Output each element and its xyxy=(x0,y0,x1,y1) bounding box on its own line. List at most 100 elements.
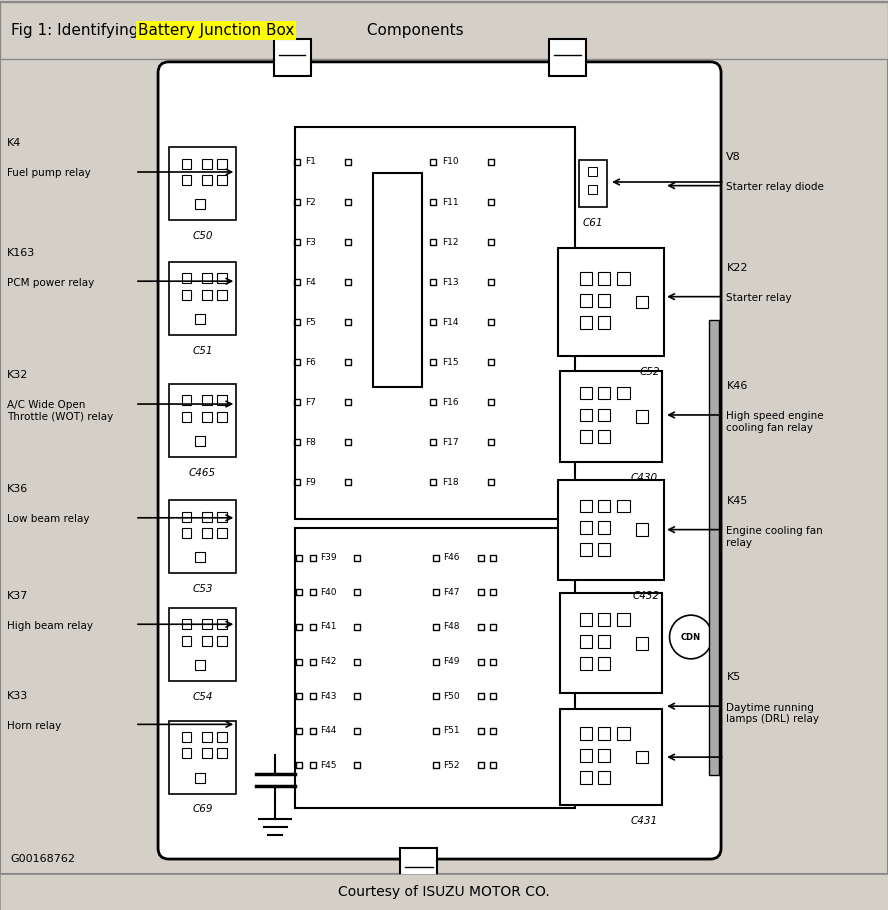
Bar xyxy=(617,613,630,626)
Bar xyxy=(580,613,592,626)
Bar xyxy=(598,727,610,740)
Text: Fuel pump relay: Fuel pump relay xyxy=(7,168,91,178)
Text: Battery Junction Box: Battery Junction Box xyxy=(138,23,294,38)
Text: F46: F46 xyxy=(444,553,460,562)
Bar xyxy=(580,500,592,512)
Text: F17: F17 xyxy=(441,438,458,447)
Bar xyxy=(181,732,192,743)
Text: F44: F44 xyxy=(320,726,336,735)
Text: C61: C61 xyxy=(583,218,604,228)
Text: C69: C69 xyxy=(192,804,213,814)
Bar xyxy=(194,314,204,324)
Bar xyxy=(181,511,192,522)
Text: C54: C54 xyxy=(192,692,213,702)
Bar xyxy=(181,175,192,185)
Text: Starter relay: Starter relay xyxy=(726,293,792,303)
Text: K45: K45 xyxy=(726,496,748,506)
Bar xyxy=(580,635,592,648)
Bar xyxy=(0,2,888,59)
Bar xyxy=(598,635,610,648)
Text: Fig 1: Identifying: Fig 1: Identifying xyxy=(11,23,143,38)
Text: K5: K5 xyxy=(726,672,741,682)
Bar xyxy=(636,637,648,650)
Bar xyxy=(588,167,597,176)
Bar xyxy=(598,387,610,399)
Bar xyxy=(217,511,226,522)
Bar xyxy=(295,127,575,519)
Bar xyxy=(598,294,610,307)
Text: K37: K37 xyxy=(7,591,28,601)
Text: F6: F6 xyxy=(305,358,316,367)
Bar xyxy=(181,395,192,405)
Bar xyxy=(636,410,648,423)
Bar xyxy=(295,528,575,808)
Bar xyxy=(202,411,211,421)
Text: C430: C430 xyxy=(630,473,657,483)
Bar xyxy=(588,185,597,194)
Bar xyxy=(202,619,211,630)
Bar xyxy=(202,732,211,743)
Text: F16: F16 xyxy=(441,398,458,407)
Text: K22: K22 xyxy=(726,263,748,273)
Text: F41: F41 xyxy=(320,622,337,632)
Bar xyxy=(580,294,592,307)
Bar xyxy=(202,511,211,522)
Bar xyxy=(217,636,226,646)
Bar xyxy=(580,387,592,399)
Text: F4: F4 xyxy=(305,278,316,287)
Text: C431: C431 xyxy=(630,815,657,825)
Bar xyxy=(169,147,236,220)
Bar xyxy=(217,158,226,169)
Bar xyxy=(202,273,211,283)
Text: Courtesy of ISUZU MOTOR CO.: Courtesy of ISUZU MOTOR CO. xyxy=(338,885,550,899)
Bar xyxy=(636,296,648,308)
Text: F9: F9 xyxy=(305,478,316,487)
Text: K33: K33 xyxy=(7,691,28,701)
Bar xyxy=(181,158,192,169)
Bar xyxy=(181,528,192,539)
Bar xyxy=(202,636,211,646)
Bar xyxy=(617,500,630,512)
Bar xyxy=(194,660,204,670)
Bar xyxy=(549,39,586,76)
Bar xyxy=(580,771,592,784)
Text: K32: K32 xyxy=(7,370,28,380)
Text: F10: F10 xyxy=(441,157,458,167)
Bar xyxy=(169,501,236,573)
Bar xyxy=(181,619,192,630)
Text: F40: F40 xyxy=(320,588,337,597)
Bar xyxy=(598,613,610,626)
Bar xyxy=(274,39,311,76)
Text: Low beam relay: Low beam relay xyxy=(7,514,90,524)
Bar xyxy=(580,430,592,443)
Text: F11: F11 xyxy=(441,197,458,207)
Bar xyxy=(558,480,664,580)
Bar xyxy=(217,528,226,539)
Bar xyxy=(0,874,888,910)
Text: F5: F5 xyxy=(305,318,316,327)
Bar xyxy=(617,727,630,740)
Bar xyxy=(598,430,610,443)
Bar xyxy=(217,395,226,405)
Text: C50: C50 xyxy=(192,231,213,241)
Bar xyxy=(217,732,226,743)
Bar xyxy=(217,175,226,185)
Bar xyxy=(400,848,437,885)
Bar xyxy=(202,395,211,405)
Text: C53: C53 xyxy=(192,584,213,594)
Bar xyxy=(559,593,662,693)
Circle shape xyxy=(670,615,712,659)
Bar xyxy=(169,384,236,457)
Text: C432: C432 xyxy=(632,591,660,601)
Bar xyxy=(598,316,610,329)
Text: F49: F49 xyxy=(444,657,460,666)
Text: F14: F14 xyxy=(441,318,458,327)
Bar xyxy=(598,272,610,285)
Bar xyxy=(580,657,592,670)
Text: F1: F1 xyxy=(305,157,316,167)
Bar xyxy=(169,262,236,335)
Bar xyxy=(580,543,592,556)
Text: F43: F43 xyxy=(320,692,337,701)
Bar xyxy=(580,316,592,329)
Text: F15: F15 xyxy=(441,358,458,367)
